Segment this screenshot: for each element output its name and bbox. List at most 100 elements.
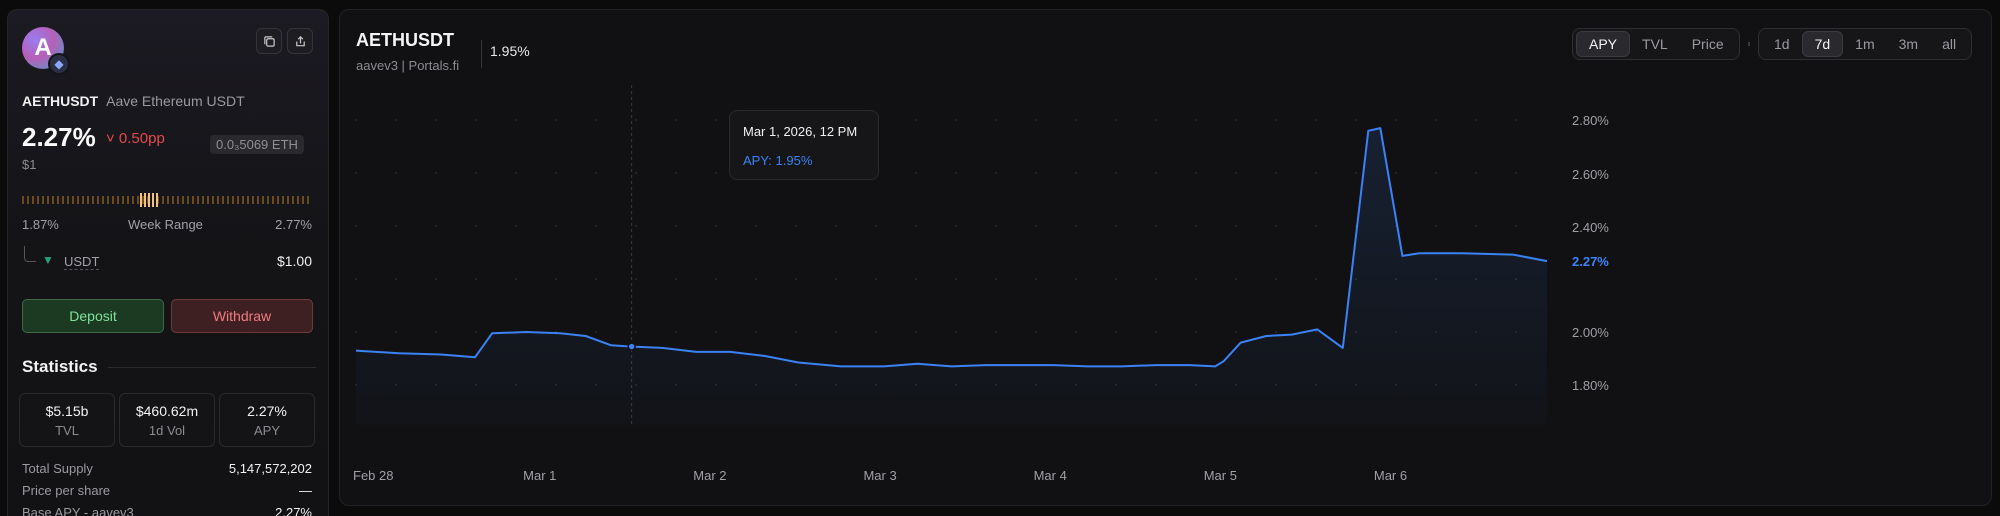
grid-dot <box>395 225 397 227</box>
grid-dot <box>475 331 477 333</box>
week-range-bar <box>22 196 312 204</box>
range-option-all[interactable]: all <box>1942 36 1957 52</box>
token-symbol: AETHUSDT <box>22 93 99 109</box>
grid-dot <box>1275 331 1277 333</box>
grid-dot <box>1235 278 1237 280</box>
grid-dot <box>475 225 477 227</box>
token-full-name: Aave Ethereum USDT <box>106 93 245 109</box>
stat-row-key: Price per share <box>22 483 111 498</box>
grid-dot <box>675 331 677 333</box>
grid-dot <box>595 331 597 333</box>
grid-dot <box>795 225 797 227</box>
grid-dot <box>1155 119 1157 121</box>
grid-dot <box>355 331 357 333</box>
grid-dot <box>755 225 757 227</box>
grid-dot <box>835 278 837 280</box>
grid-dot <box>355 172 357 174</box>
metric-option-tvl[interactable]: TVL <box>1642 36 1668 52</box>
underlying-value: $1.00 <box>276 253 312 269</box>
grid-dot <box>955 119 957 121</box>
token-panel: A ◆ AETHUSDT Aave Ethereum USDT 2.27% ˅ … <box>7 9 329 516</box>
grid-dot <box>515 119 517 121</box>
grid-dot <box>355 278 357 280</box>
grid-dot <box>475 119 477 121</box>
apy-chart[interactable]: 1.80% 2.00% 2.40% 2.60% 2.80% 2.27% Feb 28 Mar … <box>340 10 1993 507</box>
grid-dot <box>955 331 957 333</box>
week-range-marker <box>139 193 160 207</box>
aave-token-logo: A <box>22 27 64 69</box>
grid-dot <box>1435 225 1437 227</box>
grid-dot <box>795 278 797 280</box>
current-apy: 2.27% <box>22 122 96 152</box>
grid-dot <box>675 172 677 174</box>
grid-dot <box>355 225 357 227</box>
grid-dot <box>675 278 677 280</box>
grid-dot <box>835 225 837 227</box>
stat-box-apy: 2.27% APY <box>219 393 315 447</box>
range-option-1m[interactable]: 1m <box>1855 36 1875 52</box>
range-option-7d[interactable]: 7d <box>1801 31 1844 57</box>
share-button[interactable] <box>287 28 313 54</box>
metric-option-price[interactable]: Price <box>1691 36 1724 52</box>
grid-dot <box>555 278 557 280</box>
grid-dot <box>1355 172 1357 174</box>
grid-dot <box>875 331 877 333</box>
grid-dot <box>435 278 437 280</box>
week-range-low: 1.87% <box>22 217 59 232</box>
x-tick-label: Mar 4 <box>1034 468 1067 483</box>
grid-dot <box>875 278 877 280</box>
grid-dot <box>955 225 957 227</box>
grid-dot <box>1075 225 1077 227</box>
grid-dot <box>915 278 917 280</box>
grid-dot <box>635 278 637 280</box>
grid-dot <box>635 225 637 227</box>
grid-dot <box>1235 119 1237 121</box>
tether-icon: ▼ <box>42 253 54 267</box>
grid-dot <box>1075 278 1077 280</box>
metric-option-apy[interactable]: APY <box>1576 31 1631 57</box>
grid-dot <box>1075 119 1077 121</box>
grid-dot <box>1275 278 1277 280</box>
grid-dot <box>1115 225 1117 227</box>
grid-dot <box>715 331 717 333</box>
range-option-3m[interactable]: 3m <box>1898 36 1919 52</box>
grid-dot <box>435 119 437 121</box>
grid-dot <box>1035 278 1037 280</box>
apy-change: ˅ 0.50pp <box>106 130 165 147</box>
grid-dot <box>715 225 717 227</box>
grid-dot <box>1155 278 1157 280</box>
week-range-label: Week Range <box>128 217 203 232</box>
chart-hover-value: 1.95% <box>490 43 530 59</box>
grid-dot <box>995 172 997 174</box>
grid-dot <box>915 225 917 227</box>
range-option-1d[interactable]: 1d <box>1774 36 1790 52</box>
grid-dot <box>555 172 557 174</box>
metric-toggle: APY TVL Price <box>1572 28 1740 60</box>
stat-value: $5.15b <box>45 403 89 419</box>
grid-dot <box>1435 119 1437 121</box>
grid-dot <box>955 278 957 280</box>
grid-dot <box>1315 278 1317 280</box>
grid-dot <box>915 172 917 174</box>
grid-dot <box>1275 119 1277 121</box>
grid-dot <box>435 172 437 174</box>
grid-dot <box>715 119 717 121</box>
grid-dot <box>1195 278 1197 280</box>
grid-dot <box>395 331 397 333</box>
grid-dot <box>1275 172 1277 174</box>
grid-dot <box>995 225 997 227</box>
copy-button[interactable] <box>256 28 282 54</box>
grid-dot <box>1115 172 1117 174</box>
stat-row-total-supply: Total Supply 5,147,572,202 <box>22 461 312 476</box>
grid-dot <box>875 225 877 227</box>
grid-dot <box>635 172 637 174</box>
underlying-label[interactable]: USDT <box>64 254 100 270</box>
week-range-high: 2.77% <box>275 217 312 232</box>
grid-dot <box>595 225 597 227</box>
stat-row-value: 5,147,572,202 <box>228 461 312 476</box>
stat-row-value: 2.27% <box>275 505 312 516</box>
grid-dot <box>675 225 677 227</box>
deposit-button[interactable]: Deposit <box>22 299 164 333</box>
withdraw-button[interactable]: Withdraw <box>171 299 313 333</box>
